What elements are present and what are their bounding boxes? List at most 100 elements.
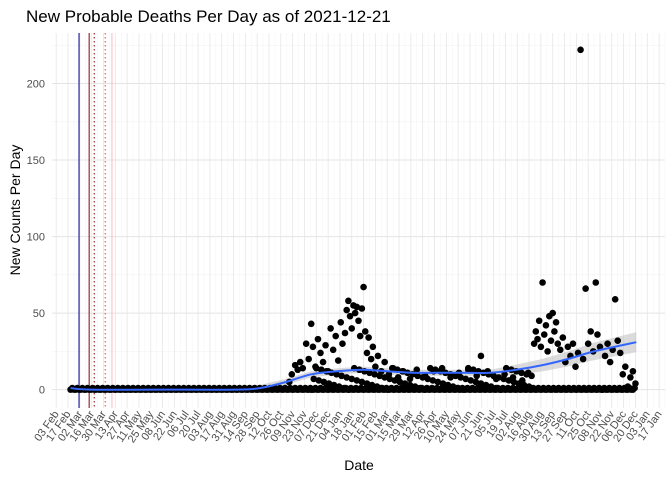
data-point-band: [416, 384, 424, 392]
data-point-band: [315, 377, 323, 384]
y-tick-label: 0: [39, 385, 45, 397]
data-point: [406, 375, 414, 383]
data-point: [341, 329, 349, 337]
data-point-band: [383, 386, 391, 393]
data-point-band: [414, 372, 421, 380]
data-point: [559, 334, 567, 341]
data-point: [579, 355, 587, 363]
data-point-band: [462, 375, 470, 383]
data-point-band: [368, 381, 376, 389]
y-tick-label: 50: [33, 308, 45, 320]
data-point: [549, 309, 557, 317]
data-point: [624, 383, 632, 390]
data-point: [611, 296, 619, 303]
data-point: [535, 317, 543, 325]
data-point: [385, 371, 393, 378]
data-point: [473, 372, 481, 380]
data-point: [302, 340, 310, 348]
data-point-band: [345, 386, 353, 393]
data-point: [544, 348, 551, 355]
data-point-band: [518, 369, 525, 377]
data-point: [577, 46, 584, 54]
data-point: [530, 340, 538, 348]
data-point: [353, 303, 361, 311]
data-point-band: [307, 386, 315, 393]
data-point: [592, 279, 600, 286]
data-point: [557, 346, 564, 354]
data-point: [524, 369, 532, 377]
data-point-band: [492, 384, 500, 392]
data-point: [572, 363, 579, 370]
data-point: [356, 332, 364, 340]
data-point: [363, 349, 371, 357]
data-point: [361, 328, 369, 335]
chart-title: New Probable Deaths Per Day as of 2021-1…: [26, 7, 391, 26]
data-point-band: [310, 375, 318, 383]
data-point: [447, 374, 454, 381]
data-point: [464, 366, 472, 374]
data-point-band: [373, 383, 381, 390]
data-point-band: [487, 383, 495, 390]
data-point: [296, 358, 304, 366]
data-point-band: [348, 375, 356, 383]
data-point: [317, 349, 324, 357]
data-point: [351, 309, 359, 317]
data-point: [551, 328, 558, 335]
data-point-band: [401, 380, 409, 387]
data-point-band: [330, 381, 338, 389]
data-point: [332, 332, 340, 340]
data-point: [552, 318, 560, 326]
data-point: [348, 325, 356, 332]
data-point: [614, 337, 622, 344]
data-point: [334, 357, 342, 364]
data-point: [355, 317, 362, 325]
data-point-band: [449, 383, 457, 390]
data-point: [421, 372, 429, 380]
data-point: [540, 331, 548, 338]
data-point-band: [502, 364, 510, 372]
data-point: [346, 312, 354, 320]
data-point: [322, 341, 329, 349]
y-tick-label: 150: [27, 155, 45, 167]
data-point-band: [470, 366, 477, 374]
data-point-band: [472, 378, 480, 386]
data-point-band: [325, 380, 333, 387]
y-tick-label: 100: [27, 232, 45, 244]
data-point: [606, 358, 614, 366]
data-point: [542, 322, 550, 329]
data-point: [627, 374, 634, 381]
grid: [52, 33, 666, 408]
data-point: [67, 386, 74, 393]
trend-line: [70, 341, 637, 391]
data-point-band: [371, 371, 378, 378]
data-point-band: [467, 377, 475, 384]
data-point: [374, 352, 382, 360]
data-point: [299, 364, 307, 372]
data-point: [547, 337, 555, 344]
data-point-band: [343, 374, 350, 381]
data-point: [632, 380, 639, 387]
data-point: [596, 343, 604, 351]
data-point-band: [525, 383, 533, 390]
data-point: [337, 318, 345, 326]
data-point: [389, 364, 397, 372]
data-point: [564, 343, 572, 351]
data-point: [413, 366, 421, 374]
data-point-band: [497, 386, 505, 393]
data-point: [584, 340, 592, 348]
data-point: [537, 343, 545, 351]
data-point: [604, 340, 611, 348]
data-point-band: [421, 386, 429, 393]
data-point-band: [429, 377, 437, 384]
data-point: [492, 375, 500, 383]
data-point-band: [439, 380, 447, 387]
data-point: [394, 374, 402, 381]
y-axis-title: New Counts Per Day: [7, 145, 23, 276]
data-point: [319, 358, 327, 366]
y-axis-ticks: 0 50 100 150 200: [27, 79, 45, 397]
data-point: [569, 340, 577, 348]
data-point: [305, 355, 312, 363]
data-point-band: [353, 377, 361, 384]
